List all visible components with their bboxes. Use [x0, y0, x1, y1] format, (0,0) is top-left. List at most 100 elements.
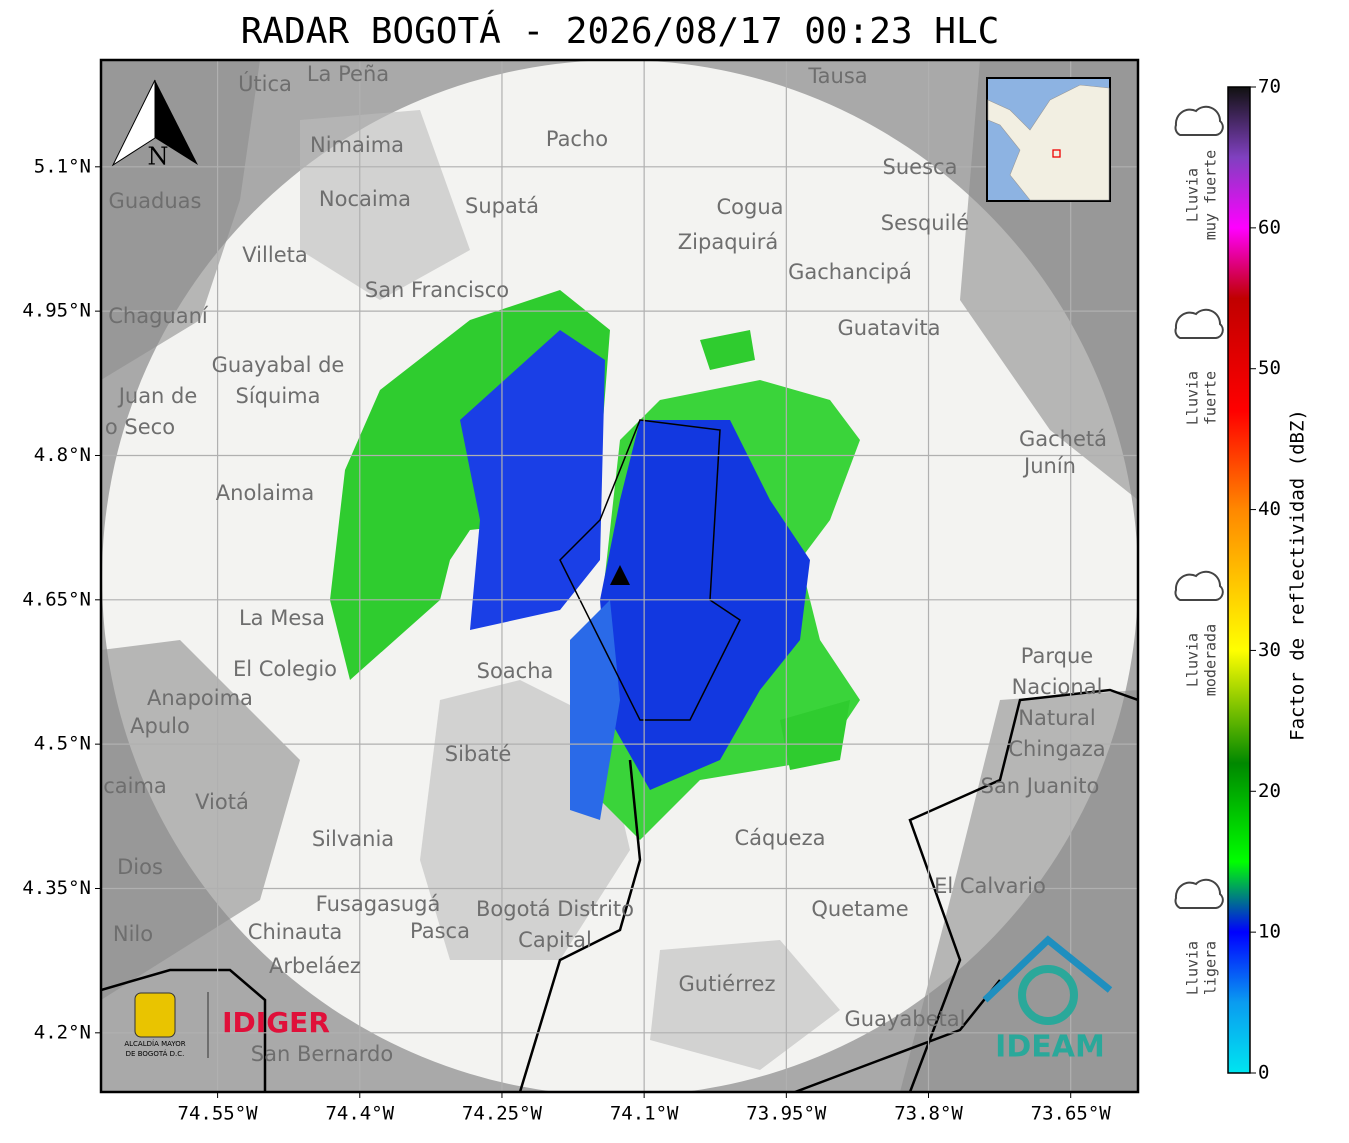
- place-label: Anolaima: [216, 481, 314, 505]
- place-label: Suesca: [883, 155, 958, 179]
- rain-category-label: ligera: [1202, 941, 1220, 995]
- colorbar-tick-label: 10: [1258, 921, 1281, 943]
- place-label: San Bernardo: [251, 1042, 393, 1066]
- rain-category-label: muy fuerte: [1202, 150, 1220, 240]
- place-label: San Francisco: [365, 278, 509, 302]
- place-label: Viotá: [195, 790, 249, 814]
- axes: 74.55°W 74.4°W 74.25°W 74.1°W 73.95°W 73.8°W 7…: [22, 155, 1111, 1124]
- place-label: Chingaza: [1008, 737, 1105, 761]
- place-label: Dios: [117, 855, 163, 879]
- rain-category-label: Lluvia: [1184, 633, 1202, 687]
- place-label: Sesquilé: [881, 211, 969, 235]
- inset-map: [986, 77, 1111, 202]
- place-label: Tausa: [807, 64, 867, 88]
- place-label: La Peña: [307, 62, 389, 86]
- place-label: Chinauta: [248, 920, 342, 944]
- place-label: Silvania: [312, 827, 394, 851]
- y-tick-label: 4.65°N: [22, 588, 91, 610]
- place-label: Junín: [1022, 454, 1076, 478]
- rain-category-label: fuerte: [1202, 371, 1220, 425]
- place-label: Juan de: [117, 384, 198, 408]
- place-label: Nocaima: [319, 187, 411, 211]
- echo: [600, 420, 810, 790]
- idiger-logo: IDIGER: [222, 1006, 330, 1039]
- place-label: Apulo: [130, 714, 190, 738]
- place-label: Villeta: [242, 243, 307, 267]
- y-tick-label: 4.2°N: [34, 1021, 91, 1043]
- x-tick-label: 74.1°W: [610, 1103, 679, 1125]
- colorbar-tick-label: 20: [1258, 780, 1281, 802]
- place-label: Síquima: [236, 384, 321, 408]
- colorbar-tick-label: 30: [1258, 639, 1281, 661]
- place-label: Pacho: [546, 127, 608, 151]
- place-label: Zipaquirá: [678, 230, 778, 254]
- x-tick-label: 74.4°W: [325, 1103, 394, 1125]
- y-tick-label: 4.95°N: [22, 300, 91, 322]
- place-label: Guayabetal: [845, 1007, 966, 1031]
- rain-icon: [1174, 570, 1224, 601]
- place-label: caima: [103, 774, 167, 798]
- place-label: Útica: [238, 71, 292, 96]
- rain-icon: [1174, 105, 1224, 136]
- place-label: Nacional: [1012, 675, 1103, 699]
- x-tick-label: 73.8°W: [894, 1103, 963, 1125]
- terrain: [300, 110, 840, 1070]
- x-tick-label: 74.25°W: [462, 1103, 543, 1125]
- place-label: El Calvario: [934, 874, 1046, 898]
- rain-category-label: Lluvia: [1184, 941, 1202, 995]
- colorbar-tick-label: 0: [1258, 1062, 1269, 1084]
- place-label: Nimaima: [310, 133, 404, 157]
- radar-site: [610, 565, 630, 585]
- x-tick-label: 73.65°W: [1031, 1103, 1112, 1125]
- north-label: N: [148, 143, 169, 171]
- place-label: San Juanito: [981, 774, 1100, 798]
- map: La Peña Útica Tausa Pacho Nimaima Suesca Guadu…: [101, 60, 1138, 1092]
- y-tick-label: 4.8°N: [34, 444, 91, 466]
- place-label: Arbeláez: [269, 954, 361, 978]
- place-label: Cogua: [716, 195, 783, 219]
- y-tick-label: 5.1°N: [34, 155, 91, 177]
- place-label: Supatá: [465, 194, 539, 218]
- x-tick-label: 73.95°W: [746, 1103, 827, 1125]
- place-label: Chaguaní: [108, 304, 209, 328]
- place-label: Bogotá Distrito: [476, 897, 634, 921]
- north-arrow: N: [111, 79, 198, 171]
- map-frame: [99, 58, 1140, 1094]
- place-label: Sibaté: [445, 742, 512, 766]
- place-label: Guaduas: [109, 189, 202, 213]
- place-label: Fusagasugá: [316, 892, 441, 916]
- colorbar-tick-label: 50: [1258, 357, 1281, 379]
- place-label: Pasca: [410, 919, 470, 943]
- colorbar-label: Factor de reflectividad (dBZ): [1287, 409, 1309, 741]
- grid: [101, 60, 1138, 1092]
- logos: ALCALDÍA MAYOR DE BOGOTÁ D.C. IDIGER IDE…: [124, 935, 1113, 1065]
- colorbar-tick-label: 40: [1258, 498, 1281, 520]
- place-label: Nilo: [113, 922, 153, 946]
- echo: [460, 330, 605, 630]
- place-label: Gachetá: [1019, 427, 1107, 451]
- echo: [700, 330, 850, 770]
- rain-category-label: Lluvia: [1184, 168, 1202, 222]
- place-label: Soacha: [477, 659, 554, 683]
- place-label: Gachancipá: [788, 260, 912, 284]
- rain-category-label: moderada: [1202, 624, 1220, 696]
- place-label: o Seco: [105, 415, 175, 439]
- place-label: Capital: [518, 928, 592, 952]
- colorbar: [1227, 86, 1251, 1074]
- alcaldia-line: ALCALDÍA MAYOR: [124, 1039, 185, 1048]
- ideam-logo: IDEAM: [995, 1030, 1105, 1065]
- rain-category-label: Lluvia: [1184, 371, 1202, 425]
- y-tick-label: 4.35°N: [22, 877, 91, 899]
- colorbar-tick-label: 60: [1258, 216, 1281, 238]
- x-tick-label: 74.55°W: [178, 1103, 259, 1125]
- places: La Peña Útica Tausa Pacho Nimaima Suesca Guadu…: [103, 62, 1107, 1066]
- colorbar-tick-label: 70: [1258, 76, 1281, 98]
- alcaldia-line: DE BOGOTÁ D.C.: [126, 1049, 185, 1058]
- title: RADAR BOGOTÁ - 2026/08/17 00:23 HLC: [241, 10, 1000, 52]
- bogota-boundary: [559, 419, 741, 721]
- place-label: Anapoima: [147, 686, 253, 710]
- place-label: Cáqueza: [735, 826, 826, 850]
- department-boundary: [101, 688, 1138, 1092]
